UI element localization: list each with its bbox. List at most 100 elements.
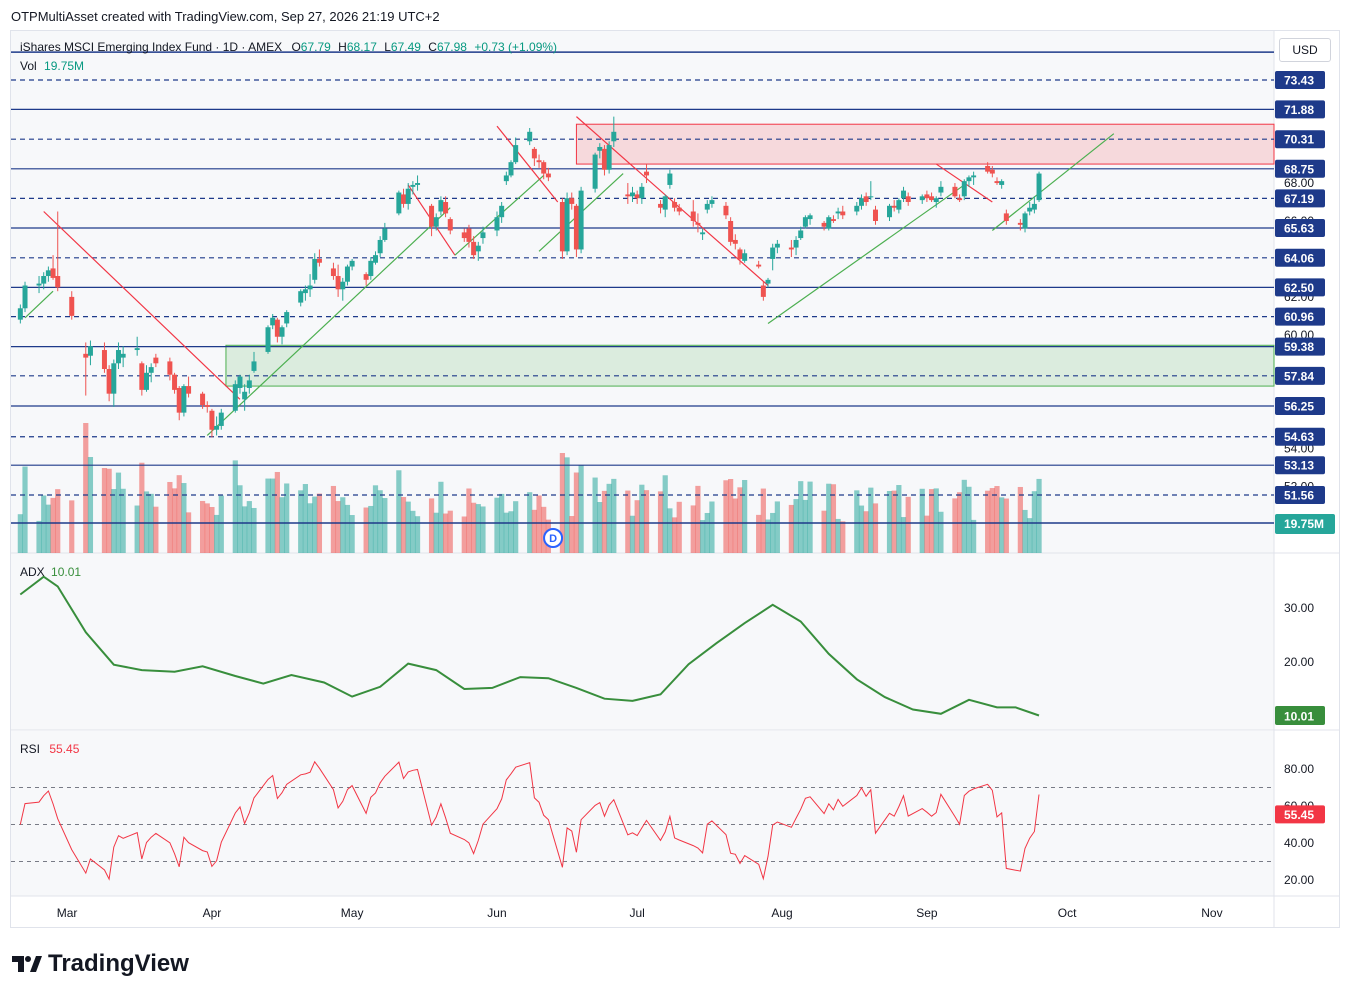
open-label: O (291, 40, 301, 54)
candle-body (45, 270, 51, 277)
level-badge-label: 67.19 (1284, 192, 1314, 206)
rsi-badge-label: 55.45 (1284, 808, 1314, 822)
candle-body (723, 205, 729, 216)
volume-bar (480, 506, 486, 553)
volume-bar (564, 457, 570, 553)
time-axis-tick: Sep (916, 906, 938, 920)
uptrend-line (991, 133, 1115, 231)
downtrend-line (496, 125, 559, 203)
candle-body (868, 196, 874, 198)
candle-body (372, 255, 378, 263)
volume-bar (704, 512, 710, 553)
candle-body (527, 131, 533, 142)
volume-bar (87, 457, 94, 553)
candle-body (1022, 213, 1028, 229)
level-badge (1275, 427, 1325, 446)
candle-body (139, 363, 145, 390)
volume-bar (728, 479, 734, 553)
volume-bar (45, 504, 51, 553)
level-badge-label: 59.38 (1284, 340, 1314, 354)
volume-bar (405, 501, 411, 553)
candle-body (396, 192, 402, 214)
candle-body (625, 194, 631, 197)
chart-frame[interactable] (10, 30, 1340, 928)
volume-bar (344, 504, 351, 553)
candle-body (200, 393, 206, 406)
downtrend-line (576, 116, 769, 286)
volume-bar (793, 499, 799, 553)
candle-body (279, 327, 285, 337)
level-badge-label: 51.56 (1284, 489, 1314, 503)
volume-bar (573, 472, 580, 553)
candle-body (559, 202, 565, 252)
candle-body (349, 260, 355, 267)
volume-bar (377, 490, 383, 553)
volume-bar (742, 479, 748, 553)
volume-bar (274, 471, 280, 553)
candle-body (251, 361, 257, 371)
candle-body (335, 276, 341, 290)
volume-bar (171, 488, 178, 553)
time-axis-tick: Oct (1058, 906, 1077, 920)
candle-body (732, 239, 738, 244)
tradingview-logo[interactable]: TradingView (12, 950, 189, 978)
candle-body (167, 361, 173, 375)
uptrend-line (24, 290, 54, 319)
volume-bar (447, 510, 453, 553)
candle-body (466, 228, 472, 242)
candle-body (592, 154, 598, 189)
volume-bar (302, 484, 308, 553)
volume-bar (83, 423, 89, 553)
level-badge-label: 68.75 (1284, 162, 1314, 176)
rsi-badge (1275, 805, 1325, 824)
candle-body (573, 205, 579, 250)
volume-bar (966, 486, 972, 553)
volume-bar (760, 488, 766, 553)
candle-body (513, 145, 519, 163)
candle-body (957, 198, 963, 201)
level-badge (1275, 278, 1325, 297)
volume-bar (466, 488, 472, 553)
volume-bar (634, 500, 640, 553)
volume-bar (928, 489, 935, 553)
candle-body (798, 230, 804, 239)
volume-bar (830, 484, 837, 553)
candle-body (475, 245, 481, 252)
candle-body (531, 148, 537, 159)
volume-bar (802, 499, 808, 553)
candle-body (952, 186, 958, 197)
candle-body (700, 232, 706, 235)
candle-body (835, 211, 841, 214)
volume-bar (368, 505, 374, 553)
volume-bar (199, 500, 206, 553)
volume-bar (629, 515, 636, 553)
volume-bar (994, 486, 1000, 553)
symbol-name: iShares MSCI Emerging Index Fund · 1D · … (20, 40, 283, 54)
rsi-line (19, 760, 1040, 881)
volume-bar (821, 510, 827, 553)
volume-bar (349, 515, 355, 553)
volume-bar (597, 502, 603, 553)
candle-body (1027, 207, 1033, 212)
currency-button[interactable]: USD (1279, 38, 1331, 62)
volume-bar (312, 496, 318, 553)
candle-body (503, 175, 509, 182)
volume-bar (933, 488, 939, 553)
level-badge (1275, 397, 1325, 416)
candle-body (854, 205, 860, 212)
volume-bar (330, 485, 337, 553)
candle-body (1003, 213, 1009, 221)
candle-body (644, 171, 650, 176)
candle-body (872, 209, 878, 221)
level-badge (1275, 366, 1325, 385)
volume-bar (17, 514, 23, 553)
candle-body (344, 266, 350, 282)
volume-bar (176, 475, 182, 553)
volume-bar (999, 497, 1005, 553)
candle-body (802, 217, 808, 227)
candle-body (302, 289, 308, 294)
level-badge (1275, 486, 1325, 504)
dividend-marker-label: D (549, 533, 557, 545)
volume-bar (709, 501, 715, 553)
